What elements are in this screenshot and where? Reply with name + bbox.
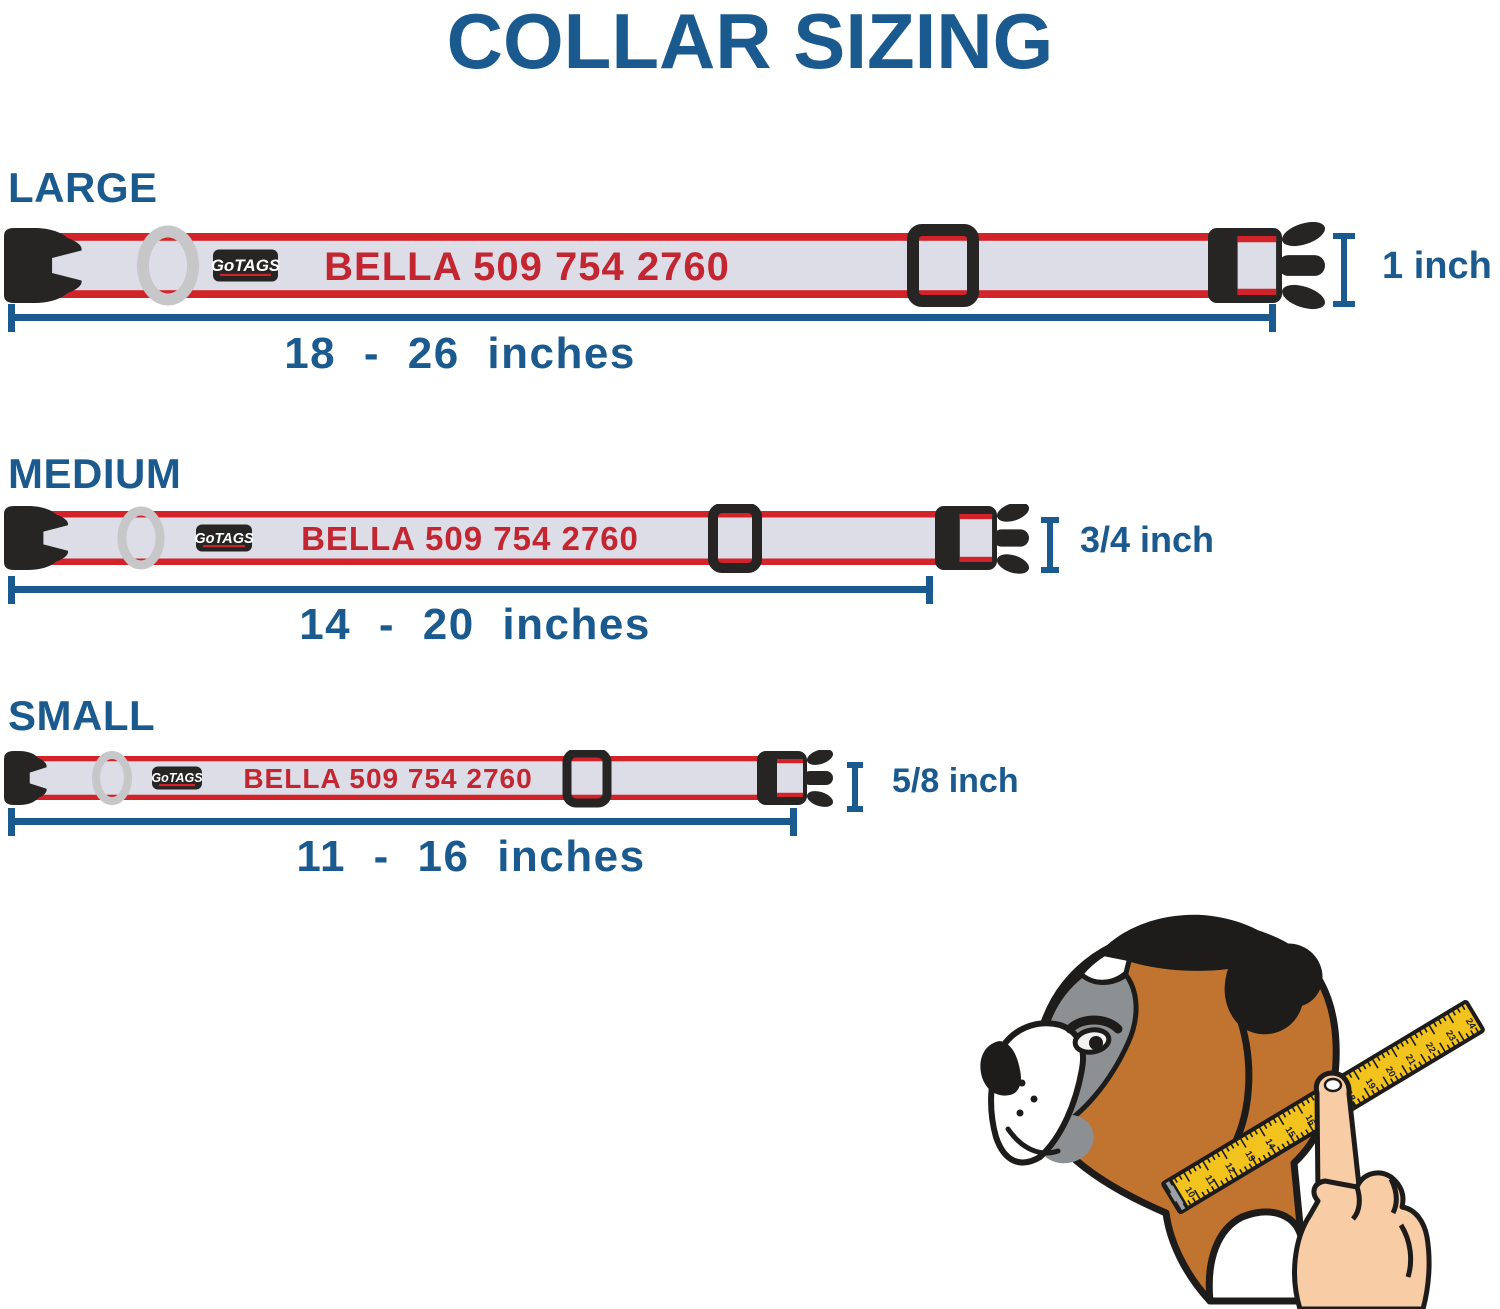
buckle-prong-top <box>806 750 834 765</box>
tape-number: 13 <box>1242 1149 1257 1164</box>
tape-number: 23 <box>1443 1028 1458 1043</box>
width-bracket-small <box>847 762 863 812</box>
collar-stripe-top <box>19 756 792 762</box>
dog-mouth-line <box>1005 1126 1061 1156</box>
brand-logo <box>196 524 252 552</box>
collar-name-text: BELLA 509 754 2760 <box>243 763 532 794</box>
buckle-prong-middle <box>993 529 1029 547</box>
knuckle-line <box>1351 1186 1362 1221</box>
dog-nose <box>980 1041 1021 1096</box>
knuckle-line <box>1388 1177 1399 1215</box>
dog-cheek-line <box>1230 1009 1253 1149</box>
tri-glide-slider <box>562 750 612 808</box>
dog-measuring-illustration: 101112131415161718192021222324 <box>980 914 1485 1309</box>
range-label-medium: 14 - 20 inches <box>299 600 651 649</box>
d-ring <box>117 506 165 570</box>
size-label-medium: MEDIUM <box>8 450 182 497</box>
collar-name-text: BELLA 509 754 2760 <box>301 520 639 557</box>
hand <box>1292 1070 1432 1309</box>
collar-stripe-top <box>33 233 1260 241</box>
collar-strap <box>28 511 979 565</box>
brand-logo-underline <box>220 273 271 277</box>
brand-logo-text: GoTAGS <box>194 531 254 547</box>
collar-stripe-bottom <box>33 290 1260 298</box>
brand-logo-text: GoTAGS <box>151 771 203 785</box>
d-ring <box>137 225 199 306</box>
collar-stripe-bottom <box>28 558 979 565</box>
width-bracket-medium <box>1041 517 1059 573</box>
collar-stripe-bottom <box>19 794 792 800</box>
buckle-prong-middle <box>1278 255 1325 276</box>
dog-ear <box>1098 914 1304 1035</box>
tape-number: 16 <box>1303 1113 1318 1128</box>
width-label-medium: 3/4 inch <box>1080 519 1215 560</box>
brand-logo <box>213 249 278 282</box>
width-bracket-large <box>1333 233 1355 307</box>
buckle-prong-top <box>996 504 1030 522</box>
dog-head <box>980 914 1340 1305</box>
brand-logo-underline <box>203 545 245 548</box>
range-label-large: 18 - 26 inches <box>284 329 636 378</box>
buckle-prong-bottom <box>806 791 834 807</box>
range-label-small: 11 - 16 inches <box>296 832 646 881</box>
tape-number: 20 <box>1383 1065 1398 1080</box>
dog-chest <box>1205 1208 1306 1305</box>
size-label-small: SMALL <box>8 692 156 739</box>
tri-glide-slider <box>708 504 762 573</box>
size-label-large: LARGE <box>8 164 158 211</box>
buckle-prong-bottom <box>996 554 1030 574</box>
buckle-left <box>4 751 47 805</box>
buckle-prong-top <box>1281 222 1326 247</box>
buckle-left <box>4 506 69 570</box>
collar-stripe-top <box>28 511 979 518</box>
dog-brow <box>1065 1015 1123 1034</box>
length-line-medium <box>8 576 933 604</box>
collar-graphic-medium: GoTAGS BELLA 509 754 2760 <box>4 504 1030 574</box>
muzzle-spot <box>1030 1095 1038 1103</box>
tape-number: 12 <box>1222 1161 1237 1176</box>
brand-logo-text: GoTAGS <box>211 256 281 275</box>
dog-pupil <box>1089 1036 1103 1050</box>
tape-end-tab <box>1160 1177 1190 1215</box>
length-line-large <box>8 304 1276 332</box>
collar-graphic-small: GoTAGS BELLA 509 754 2760 <box>4 750 834 808</box>
brand-logo-underline <box>159 783 195 787</box>
collar-graphic-large: GoTAGS BELLA 509 754 2760 <box>4 222 1326 310</box>
collar-name-text: BELLA 509 754 2760 <box>324 245 730 289</box>
buckle-prong-middle <box>803 770 833 786</box>
width-label-large: 1 inch <box>1382 245 1492 287</box>
buckle-prong-bottom <box>1281 284 1326 310</box>
muzzle-spot <box>1016 1109 1024 1117</box>
tape-number: 22 <box>1423 1040 1438 1055</box>
tape-number: 19 <box>1363 1077 1378 1092</box>
length-line-small <box>8 808 797 836</box>
width-label-small: 5/8 inch <box>892 762 1019 800</box>
d-ring <box>92 751 132 805</box>
page-title: COLLAR SIZING <box>446 0 1054 85</box>
tape-number: 10 <box>1182 1185 1197 1200</box>
dog-ear-far <box>1277 943 1323 1008</box>
fingernail <box>1323 1077 1343 1093</box>
collar-strap <box>19 756 792 800</box>
buckle-left <box>4 228 82 303</box>
tape-ticks <box>1163 1000 1485 1213</box>
thumb-crease <box>1398 1223 1414 1278</box>
brand-logo <box>152 766 202 790</box>
tri-glide-slider <box>907 224 979 307</box>
